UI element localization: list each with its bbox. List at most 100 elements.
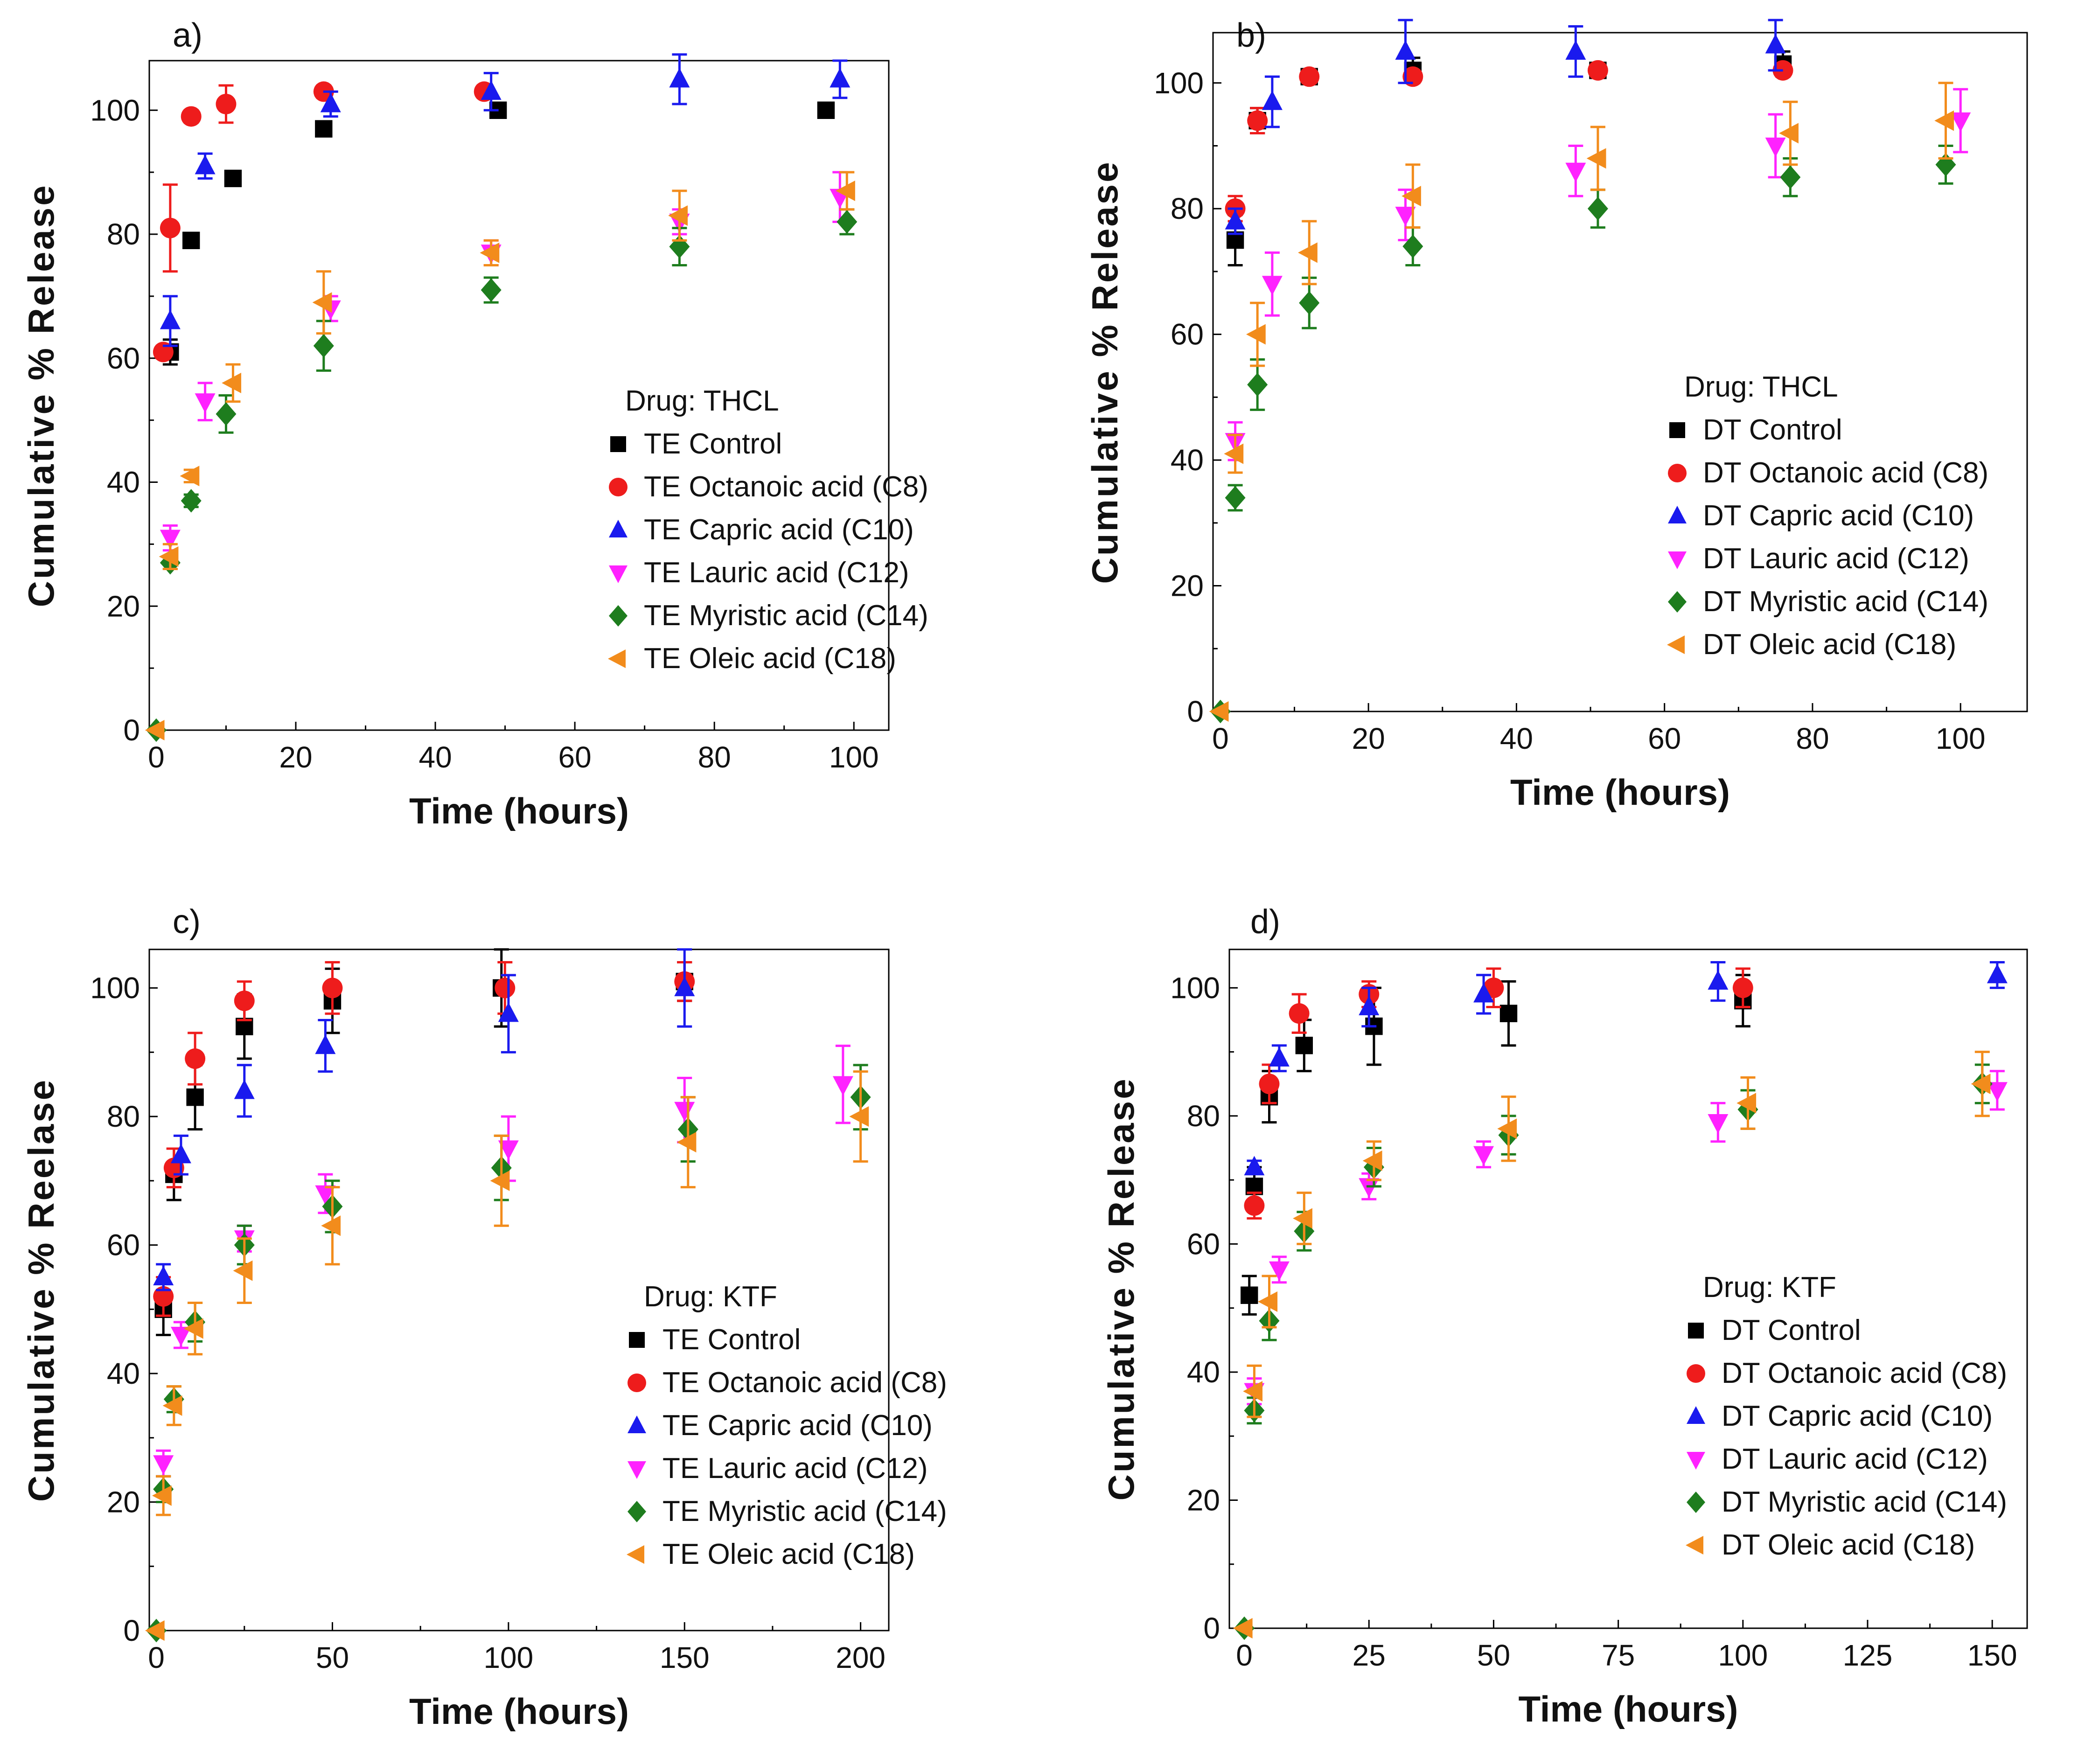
data-point — [1258, 1291, 1278, 1312]
data-point — [180, 466, 200, 487]
series-3 — [1225, 19, 1786, 235]
data-point — [1395, 207, 1416, 226]
data-point — [145, 1620, 165, 1641]
legend-entry: DT Capric acid (C10) — [1722, 1400, 1993, 1432]
legend-marker — [628, 1501, 646, 1522]
data-point — [1765, 137, 1786, 157]
data-point — [1244, 1195, 1265, 1216]
data-point — [195, 154, 216, 174]
x-tick-label: 100 — [829, 740, 879, 774]
data-point — [216, 94, 237, 115]
data-point — [676, 1132, 697, 1153]
y-tick-label: 80 — [107, 1100, 140, 1133]
data-point — [1225, 486, 1246, 510]
data-point — [1934, 110, 1954, 131]
y-tick-label: 0 — [1203, 1611, 1220, 1645]
data-point — [322, 977, 343, 998]
data-point — [182, 231, 200, 250]
series-2 — [1225, 60, 1793, 223]
legend-marker — [1668, 551, 1687, 569]
data-point — [849, 1106, 869, 1127]
data-point — [1262, 276, 1283, 296]
series-6 — [145, 171, 855, 740]
data-point — [1779, 123, 1799, 144]
x-tick-label: 60 — [558, 740, 592, 774]
legend-entry: TE Lauric acid (C12) — [644, 557, 909, 589]
data-point — [1224, 443, 1244, 464]
panel-label: a) — [173, 17, 202, 54]
y-tick-label: 80 — [1187, 1099, 1220, 1133]
legend-marker — [608, 649, 626, 668]
legend-marker — [628, 1461, 646, 1479]
data-point — [1247, 110, 1268, 131]
legend-marker — [609, 565, 628, 583]
data-point — [668, 205, 688, 226]
legend-entry: TE Myristic acid (C14) — [662, 1495, 947, 1527]
legend-marker — [1687, 1406, 1705, 1424]
data-point — [1708, 1114, 1729, 1134]
x-tick-label: 150 — [1967, 1638, 2017, 1672]
series-1 — [161, 101, 835, 366]
series-6 — [1209, 82, 1954, 722]
data-point — [1565, 162, 1586, 182]
series-2 — [153, 961, 695, 1317]
legend-title: Drug: KTF — [1703, 1271, 1836, 1304]
data-point — [481, 278, 502, 302]
series-1 — [1241, 974, 1752, 1316]
y-tick-label: 0 — [1187, 695, 1204, 728]
data-point — [153, 1286, 174, 1307]
data-point — [674, 1102, 695, 1122]
data-point — [1233, 1618, 1253, 1638]
data-point — [1473, 983, 1494, 1003]
legend: Drug: THCL DT Control DT Octanoic acid (C8… — [1667, 371, 1988, 661]
data-point — [495, 977, 516, 998]
legend-entry: DT Control — [1722, 1314, 1861, 1346]
plot-frame — [1212, 32, 2028, 712]
data-point — [224, 169, 242, 188]
legend-entry: TE Oleic acid (C18) — [644, 642, 896, 675]
panel-label: d) — [1250, 903, 1280, 941]
legend-marker — [1687, 1452, 1705, 1470]
data-point — [153, 1455, 174, 1475]
legend-entry: DT Lauric acid (C12) — [1703, 543, 1969, 575]
x-tick-label: 60 — [1648, 722, 1681, 755]
y-tick-label: 0 — [123, 713, 140, 747]
x-tick-label: 125 — [1843, 1638, 1893, 1672]
data-point — [153, 1266, 174, 1286]
x-axis-title: Time (hours) — [409, 1691, 629, 1732]
x-tick-label: 80 — [698, 740, 731, 774]
plot-frame — [1228, 948, 2028, 1629]
chart-panel-a: a) 0 20 40 60 80 100 0 20 40 60 80 100 Time (hours) Cu… — [21, 17, 928, 831]
x-tick-label: 40 — [418, 740, 452, 774]
data-point — [315, 1034, 336, 1054]
y-tick-label: 60 — [107, 1228, 140, 1262]
x-tick-label: 200 — [836, 1641, 886, 1674]
panel-label: b) — [1236, 17, 1266, 54]
data-point — [1499, 1004, 1518, 1022]
data-point — [222, 372, 242, 393]
legend-marker — [610, 436, 626, 452]
data-point — [1241, 1286, 1258, 1304]
x-tick-label: 100 — [483, 1641, 533, 1674]
y-tick-label: 40 — [1171, 443, 1204, 477]
data-point — [315, 120, 333, 138]
data-point — [481, 80, 502, 100]
data-point — [1259, 1074, 1280, 1095]
data-point — [837, 210, 858, 234]
data-point — [1362, 1150, 1382, 1171]
data-point — [1246, 324, 1266, 345]
legend-marker — [1687, 1492, 1705, 1513]
x-tick-label: 0 — [148, 1641, 165, 1674]
data-point — [162, 1395, 182, 1416]
legend-entry: TE Capric acid (C10) — [644, 514, 914, 546]
data-point — [185, 1048, 206, 1069]
legend-entry: DT Control — [1703, 414, 1842, 446]
data-point — [183, 1318, 203, 1339]
legend-marker — [627, 1545, 644, 1564]
legend-marker — [1669, 422, 1685, 438]
legend-marker — [1668, 591, 1687, 613]
series-3 — [160, 53, 851, 347]
series-1 — [154, 948, 693, 1336]
y-tick-label: 40 — [1187, 1355, 1220, 1389]
data-point — [669, 68, 690, 88]
